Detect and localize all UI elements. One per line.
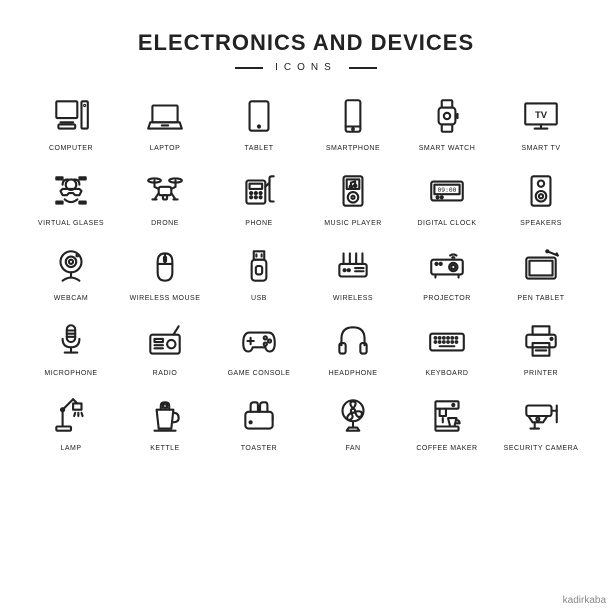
smartphone-icon — [332, 95, 374, 137]
toaster-icon — [238, 395, 280, 437]
icon-cell: SMARTPHONE — [310, 95, 396, 152]
icon-label: SMARTPHONE — [326, 145, 380, 152]
webcam-icon — [50, 245, 92, 287]
game-console-icon — [238, 320, 280, 362]
icon-label: USB — [251, 295, 267, 302]
icon-cell: TABLET — [216, 95, 302, 152]
radio-icon — [144, 320, 186, 362]
headphone-icon — [332, 320, 374, 362]
icon-cell: 09:00 DIGITAL CLOCK — [404, 170, 490, 227]
icon-cell: SMART WATCH — [404, 95, 490, 152]
icon-label: KETTLE — [150, 445, 179, 452]
icon-label: TABLET — [245, 145, 274, 152]
computer-icon — [50, 95, 92, 137]
decor-bar-left — [235, 67, 263, 69]
printer-icon — [520, 320, 562, 362]
icon-label: KEYBOARD — [426, 370, 469, 377]
microphone-icon — [50, 320, 92, 362]
icon-label: WEBCAM — [54, 295, 89, 302]
digital-clock-icon: 09:00 — [426, 170, 468, 212]
icon-cell: WIRELESS MOUSE — [122, 245, 208, 302]
icon-cell: RADIO — [122, 320, 208, 377]
icon-label: COFFEE MAKER — [416, 445, 477, 452]
icon-cell: WIRELESS — [310, 245, 396, 302]
usb-icon — [238, 245, 280, 287]
security-camera-icon — [520, 395, 562, 437]
virtual-glasses-icon — [50, 170, 92, 212]
icon-label: LAPTOP — [150, 145, 181, 152]
icon-cell: KETTLE — [122, 395, 208, 452]
icon-label: LAMP — [60, 445, 81, 452]
icon-cell: MICROPHONE — [28, 320, 114, 377]
icon-label: DIGITAL CLOCK — [417, 220, 476, 227]
decor-bar-right — [349, 67, 377, 69]
icon-cell: PROJECTOR — [404, 245, 490, 302]
subtitle-wrap: ICONS — [235, 62, 377, 73]
icon-label: MUSIC PLAYER — [324, 220, 382, 227]
tablet-icon — [238, 95, 280, 137]
wireless-icon — [332, 245, 374, 287]
icon-label: TOASTER — [241, 445, 277, 452]
laptop-icon — [144, 95, 186, 137]
icon-label: SMART WATCH — [419, 145, 476, 152]
icon-label: PROJECTOR — [423, 295, 471, 302]
page-subtitle: ICONS — [275, 62, 337, 73]
icon-cell: MUSIC PLAYER — [310, 170, 396, 227]
icon-label: HEADPHONE — [329, 370, 378, 377]
icon-label: SPEAKERS — [520, 220, 562, 227]
icon-cell: DRONE — [122, 170, 208, 227]
icon-cell: PEN TABLET — [498, 245, 584, 302]
lamp-icon — [50, 395, 92, 437]
icon-label: MICROPHONE — [44, 370, 97, 377]
icon-cell: WEBCAM — [28, 245, 114, 302]
icon-grid: COMPUTER LAPTOP TABLET SMARTPHONE SMART WATC… — [28, 95, 584, 452]
smart-watch-icon — [426, 95, 468, 137]
icon-cell: LAMP — [28, 395, 114, 452]
icon-label: DRONE — [151, 220, 179, 227]
icon-cell: TV SMART TV — [498, 95, 584, 152]
icon-label: PHONE — [245, 220, 272, 227]
svg-text:TV: TV — [535, 110, 548, 121]
credit: kadirkaba — [563, 595, 606, 606]
projector-icon — [426, 245, 468, 287]
icon-label: FAN — [345, 445, 360, 452]
page-title: ELECTRONICS AND DEVICES — [138, 30, 474, 56]
icon-cell: VIRTUAL GLASES — [28, 170, 114, 227]
icon-label: WIRELESS MOUSE — [130, 295, 201, 302]
icon-label: SECURITY CAMERA — [504, 445, 579, 452]
icon-cell: KEYBOARD — [404, 320, 490, 377]
icon-label: RADIO — [153, 370, 178, 377]
icon-label: PEN TABLET — [517, 295, 564, 302]
svg-text:09:00: 09:00 — [438, 187, 457, 194]
icon-cell: USB — [216, 245, 302, 302]
wireless-mouse-icon — [144, 245, 186, 287]
icon-cell: FAN — [310, 395, 396, 452]
icon-cell: SECURITY CAMERA — [498, 395, 584, 452]
phone-icon — [238, 170, 280, 212]
coffee-maker-icon — [426, 395, 468, 437]
icon-cell: SPEAKERS — [498, 170, 584, 227]
speakers-icon — [520, 170, 562, 212]
icon-cell: COMPUTER — [28, 95, 114, 152]
keyboard-icon — [426, 320, 468, 362]
icon-cell: TOASTER — [216, 395, 302, 452]
kettle-icon — [144, 395, 186, 437]
icon-label: GAME CONSOLE — [228, 370, 291, 377]
icon-cell: GAME CONSOLE — [216, 320, 302, 377]
fan-icon — [332, 395, 374, 437]
icon-cell: PHONE — [216, 170, 302, 227]
icon-label: SMART TV — [521, 145, 560, 152]
icon-cell: LAPTOP — [122, 95, 208, 152]
icon-label: VIRTUAL GLASES — [38, 220, 104, 227]
icon-cell: COFFEE MAKER — [404, 395, 490, 452]
icon-cell: HEADPHONE — [310, 320, 396, 377]
icon-label: WIRELESS — [333, 295, 373, 302]
drone-icon — [144, 170, 186, 212]
music-player-icon — [332, 170, 374, 212]
icon-label: COMPUTER — [49, 145, 93, 152]
icon-label: PRINTER — [524, 370, 558, 377]
icon-cell: PRINTER — [498, 320, 584, 377]
pen-tablet-icon — [520, 245, 562, 287]
smart-tv-icon: TV — [520, 95, 562, 137]
